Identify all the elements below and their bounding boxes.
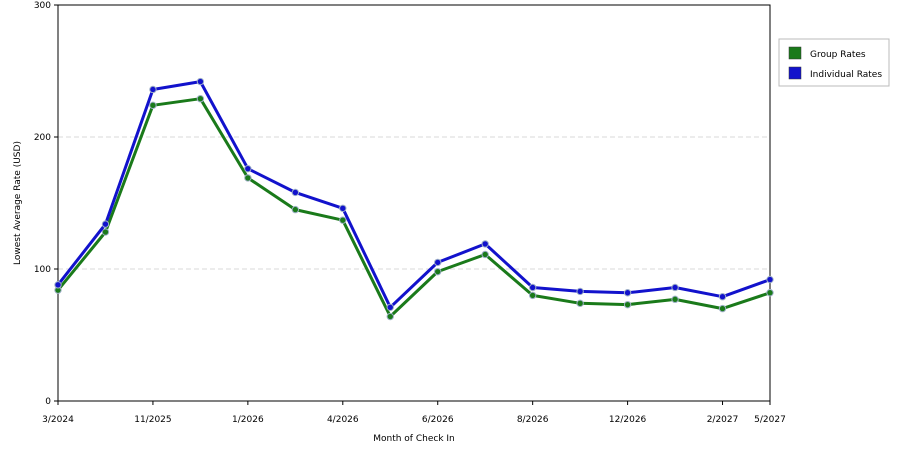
data-point [54,281,62,289]
legend-swatch [788,46,802,60]
x-tick-label: 4/2026 [327,415,359,425]
legend-label: Individual Rates [810,70,882,80]
x-tick-label: 8/2026 [517,415,549,425]
x-tick-label: 6/2026 [422,415,454,425]
data-point [718,304,727,313]
data-point [291,205,300,214]
plot-area-border [57,4,771,402]
y-tick-label: 200 [34,133,51,143]
data-point [623,289,632,297]
x-tick-label: 12/2026 [609,415,647,425]
data-point [671,295,679,304]
x-tick-label: 3/2024 [42,415,74,425]
data-point [386,312,394,321]
data-point [149,101,157,110]
data-point [576,287,584,296]
data-point [766,275,774,284]
data-point [244,164,252,173]
series-individual-rates [54,77,774,311]
data-point [291,188,300,197]
data-point [434,258,442,267]
data-point [481,250,489,259]
data-point [671,283,679,292]
data-point [196,77,205,86]
series-line [56,80,771,309]
data-point [481,240,489,248]
data-point [528,283,537,292]
data-point [339,216,347,224]
y-axis-title: Lowest Average Rate (USD) [13,141,23,265]
data-point [101,220,110,228]
x-tick-label: 2/2027 [707,415,739,425]
data-point [528,291,537,300]
axes: 0 100 200 300 3/2024 11/2025 1/2026 4/2026 6/202… [34,1,786,425]
data-point [339,204,347,212]
y-tick-label: 100 [34,265,51,275]
series-lines [54,77,774,321]
data-point [434,267,442,276]
legend-swatch [788,66,802,80]
series-group-rates [54,95,774,321]
series-line [56,97,771,318]
data-point [101,228,110,236]
x-axis-title: Month of Check In [373,434,455,444]
data-point [149,85,157,94]
x-tick-label: 5/2027 [754,415,786,425]
grid-lines [58,136,770,270]
data-point [244,174,252,182]
legend: Group Rates Individual Rates [778,38,890,87]
data-point [196,95,205,103]
x-tick-label: 1/2026 [232,415,264,425]
y-tick-label: 300 [34,1,51,11]
x-tick-label: 11/2025 [134,415,171,425]
data-point [576,299,584,308]
data-point [718,293,727,301]
y-tick-label: 0 [45,397,51,407]
legend-label: Group Rates [810,50,866,60]
data-point [766,289,774,297]
data-point [623,300,632,309]
data-point [386,303,394,311]
